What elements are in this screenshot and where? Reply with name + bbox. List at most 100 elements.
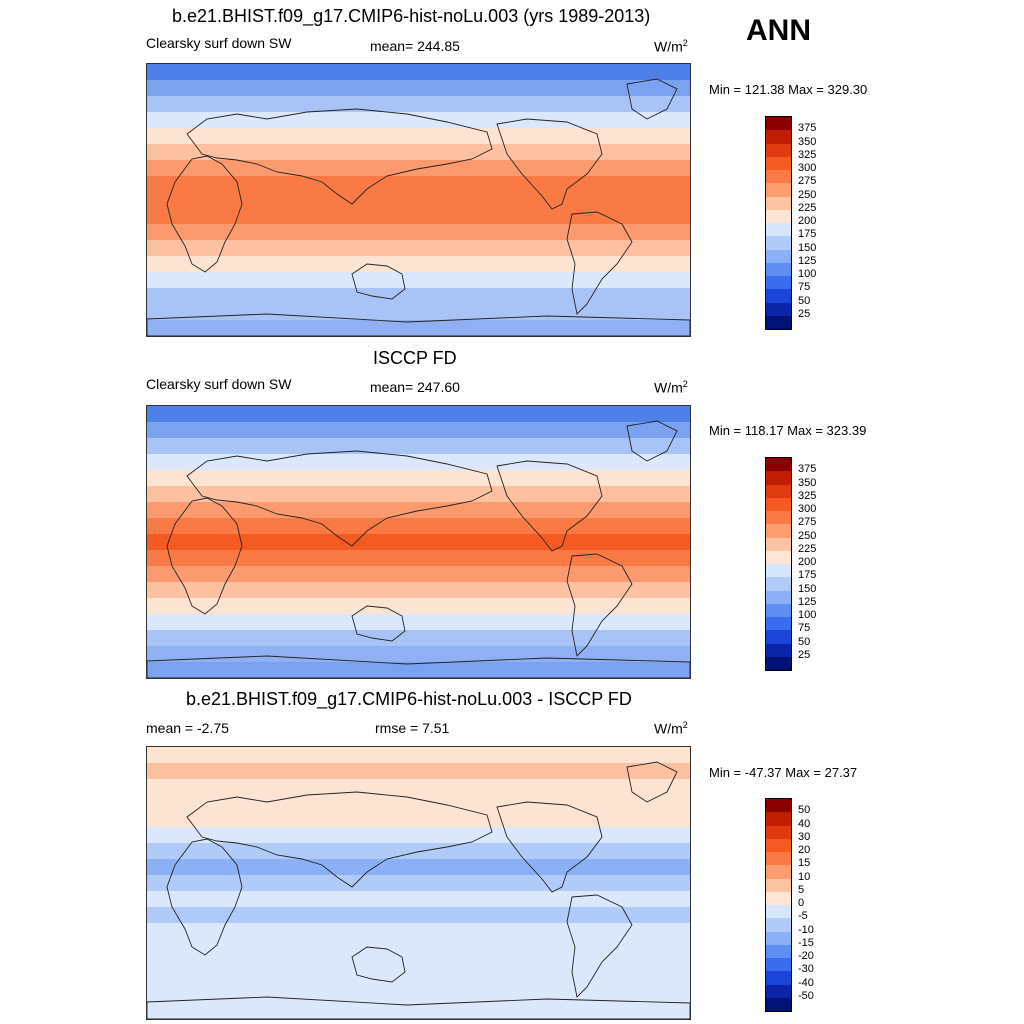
- colorbar-segment: [766, 577, 791, 591]
- colorbar-segment: [766, 944, 791, 958]
- colorbar-segment: [766, 117, 791, 131]
- field-band: [147, 747, 690, 764]
- field-band: [147, 64, 690, 81]
- panel-3-mean-label: mean = -2.75: [146, 720, 229, 736]
- panel-3-title: b.e21.BHIST.f09_g17.CMIP6-hist-noLu.003 …: [186, 689, 632, 709]
- field-band: [147, 534, 690, 551]
- panel-1-minmax: Min = 121.38 Max = 329.30: [709, 82, 868, 97]
- colorbar-tick-label: -50: [798, 989, 814, 1002]
- panel-1-mean-label: mean= 244.85: [370, 38, 460, 54]
- panel-1-colorbar: [765, 116, 792, 330]
- colorbar-tick-label: 325: [798, 489, 817, 502]
- colorbar-tick-label: 300: [798, 162, 817, 174]
- field-band: [147, 176, 690, 193]
- colorbar-segment: [766, 249, 791, 263]
- colorbar-segment: [766, 997, 791, 1011]
- colorbar-tick-label: 50: [798, 804, 811, 817]
- colorbar-tick-label: -5: [798, 910, 808, 923]
- field-band: [147, 288, 690, 305]
- field-band: [147, 550, 690, 567]
- colorbar-tick-label: 25: [798, 307, 811, 320]
- colorbar-tick-label: 225: [798, 542, 817, 555]
- colorbar-tick-label: 325: [798, 148, 817, 161]
- colorbar-segment: [766, 196, 791, 210]
- colorbar-tick-label: 275: [798, 516, 817, 529]
- colorbar-segment: [766, 865, 791, 879]
- colorbar-tick-label: 10: [798, 870, 811, 883]
- field-band: [147, 128, 690, 145]
- colorbar-tick-label: 175: [798, 569, 817, 582]
- field-band: [147, 955, 690, 972]
- panel-2-variable-label: Clearsky surf down SW: [146, 376, 292, 392]
- colorbar-segment: [766, 958, 791, 972]
- field-band: [147, 891, 690, 908]
- panel-1-variable-label: Clearsky surf down SW: [146, 35, 292, 51]
- colorbar-segment: [766, 170, 791, 184]
- colorbar-tick-label: -40: [798, 976, 814, 989]
- colorbar-tick-label: 350: [798, 476, 817, 489]
- coastline: [626, 78, 678, 120]
- coastline: [186, 108, 493, 205]
- field-band: [147, 779, 690, 796]
- colorbar-segment: [766, 550, 791, 564]
- colorbar-tick-label: 25: [798, 648, 811, 661]
- colorbar-tick-label: 275: [798, 175, 817, 188]
- colorbar-segment: [766, 183, 791, 197]
- colorbar-segment: [766, 603, 791, 617]
- field-band: [147, 630, 690, 647]
- colorbar-segment: [766, 209, 791, 223]
- field-band: [147, 1003, 690, 1019]
- coastline: [166, 155, 243, 273]
- field-band: [147, 566, 690, 583]
- coastline: [496, 801, 603, 893]
- colorbar-tick-label: 225: [798, 201, 817, 214]
- coastline: [147, 655, 690, 678]
- field-band: [147, 470, 690, 487]
- field-band: [147, 240, 690, 257]
- colorbar-tick-label: -20: [798, 950, 814, 962]
- field-band: [147, 80, 690, 97]
- coastline: [626, 420, 678, 462]
- colorbar-segment: [766, 905, 791, 919]
- colorbar-tick-label: 100: [798, 609, 817, 621]
- field-band: [147, 486, 690, 503]
- colorbar-segment: [766, 643, 791, 657]
- colorbar-tick-label: 250: [798, 188, 817, 201]
- colorbar-segment: [766, 223, 791, 237]
- colorbar-tick-label: 350: [798, 135, 817, 148]
- colorbar-segment: [766, 799, 791, 813]
- colorbar-tick-label: 5: [798, 883, 805, 896]
- field-band: [147, 923, 690, 940]
- panel-2-units: W/m2: [654, 379, 688, 396]
- colorbar-segment: [766, 590, 791, 604]
- panel-1-units: W/m2: [654, 38, 688, 55]
- colorbar-tick-label: 150: [798, 582, 817, 595]
- panel-3-rmse-label: rmse = 7.51: [375, 720, 450, 736]
- colorbar-segment: [766, 289, 791, 303]
- panel-2-colorbar: [765, 457, 792, 671]
- coastline: [351, 605, 406, 642]
- field-band: [147, 208, 690, 225]
- panel-2-title: ISCCP FD: [373, 348, 457, 368]
- field-band: [147, 875, 690, 892]
- colorbar-segment: [766, 511, 791, 525]
- colorbar-segment: [766, 812, 791, 826]
- panel-3-minmax: Min = -47.37 Max = 27.37: [709, 765, 858, 780]
- field-band: [147, 971, 690, 988]
- coastline: [166, 838, 243, 956]
- colorbar-segment: [766, 524, 791, 538]
- colorbar-tick-label: 0: [798, 897, 805, 909]
- coastline: [566, 894, 633, 998]
- colorbar-tick-label: 50: [798, 294, 811, 307]
- colorbar-tick-label: 175: [798, 228, 817, 241]
- colorbar-segment: [766, 143, 791, 157]
- colorbar-segment: [766, 471, 791, 485]
- field-band: [147, 582, 690, 599]
- coastline: [186, 791, 493, 888]
- colorbar-segment: [766, 971, 791, 985]
- field-band: [147, 939, 690, 956]
- colorbar-tick-label: 20: [798, 844, 811, 856]
- coastline: [351, 263, 406, 300]
- colorbar-segment: [766, 891, 791, 905]
- colorbar-segment: [766, 537, 791, 551]
